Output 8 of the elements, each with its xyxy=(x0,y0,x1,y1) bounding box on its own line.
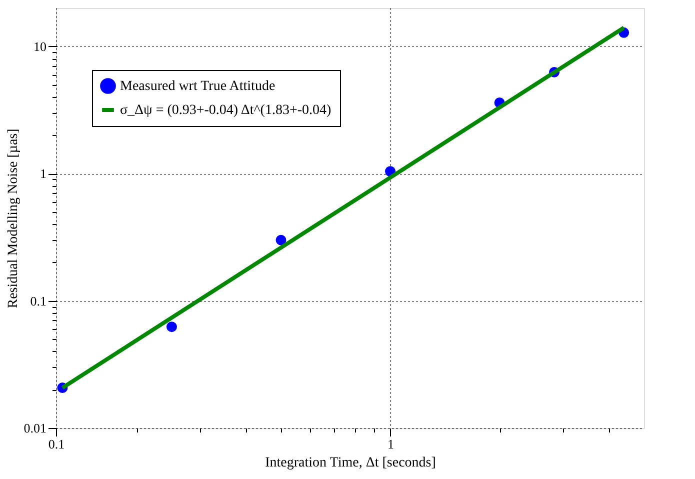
y-tick-label: 1 xyxy=(40,166,46,182)
y-tick-label: 0.01 xyxy=(24,420,46,436)
y-axis-title: Residual Modelling Noise [µas] xyxy=(6,128,21,308)
y-tick-label: 10 xyxy=(34,38,46,54)
legend-label: σ_Δψ = (0.93+-0.04) Δt^(1.83+-0.04) xyxy=(120,103,332,118)
legend-label: Measured wrt True Attitude xyxy=(120,79,276,94)
y-tick-label: 0.1 xyxy=(30,293,46,308)
x-axis-title: Integration Time, Δt [seconds] xyxy=(265,456,436,470)
